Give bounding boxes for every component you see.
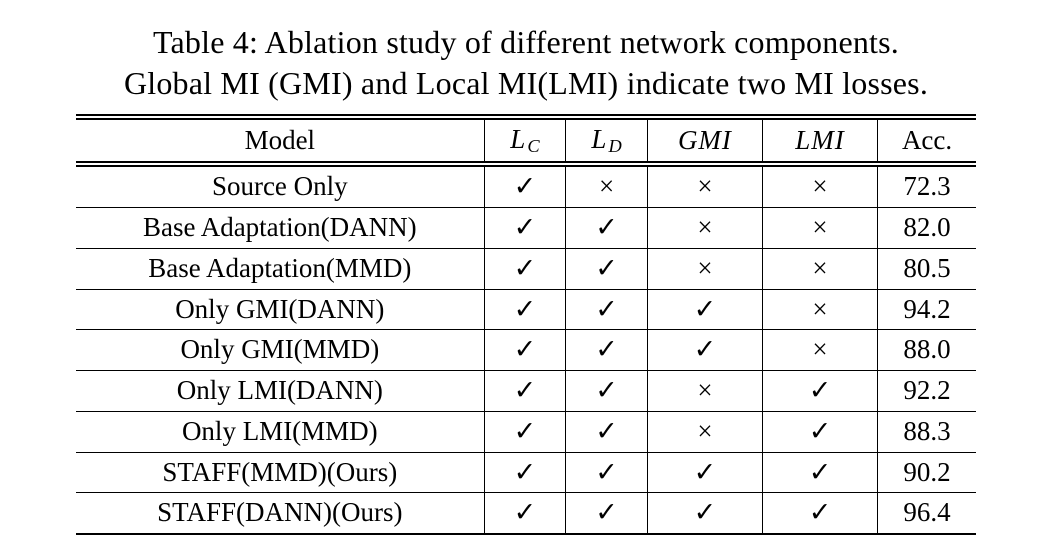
ld-cell: ✓: [565, 370, 648, 412]
table-row: Only GMI(MMD) ✓ ✓ ✓ × 88.0: [76, 329, 976, 371]
ld-cell: ✓: [565, 451, 648, 493]
lc-cell: ✓: [483, 207, 566, 249]
model-cell: STAFF(DANN)(Ours): [76, 492, 485, 535]
table-row: Base Adaptation(DANN) ✓ ✓ × × 82.0: [76, 207, 976, 249]
model-cell: Base Adaptation(MMD): [76, 247, 485, 290]
model-cell: Source Only: [76, 163, 485, 208]
lmi-symbol: LMI: [795, 124, 845, 155]
acc-cell: 90.2: [877, 451, 976, 493]
model-cell: Base Adaptation(DANN): [76, 207, 485, 249]
lmi-cell: ×: [761, 247, 878, 290]
gmi-cell: ×: [646, 370, 763, 412]
lc-cell: ✓: [483, 410, 566, 453]
col-header-gmi: GMI: [646, 116, 763, 168]
header-row: Model LC LD GMI LMI Acc.: [76, 116, 976, 168]
lc-cell: ✓: [483, 288, 566, 330]
ld-subscript: D: [608, 136, 622, 157]
lmi-cell: ✓: [761, 451, 878, 493]
acc-cell: 82.0: [877, 207, 976, 249]
ablation-table: Model LC LD GMI LMI Acc. Source Only ✓ ×…: [76, 113, 976, 536]
table-row: STAFF(MMD)(Ours) ✓ ✓ ✓ ✓ 90.2: [76, 451, 976, 493]
lc-subscript: C: [527, 136, 540, 157]
table-caption: Table 4: Ablation study of different net…: [44, 22, 1009, 104]
ld-cell: ✓: [565, 329, 648, 371]
model-cell: Only LMI(MMD): [76, 410, 485, 453]
acc-cell: 88.3: [877, 410, 976, 453]
gmi-symbol: GMI: [677, 124, 732, 155]
caption-line-2: Global MI (GMI) and Local MI(LMI) indica…: [123, 64, 929, 101]
table-row: Only LMI(MMD) ✓ ✓ × ✓ 88.3: [76, 410, 976, 453]
acc-cell: 72.3: [877, 163, 976, 208]
gmi-cell: ✓: [646, 329, 763, 371]
model-cell: Only LMI(DANN): [76, 370, 485, 412]
lc-cell: ✓: [483, 329, 566, 371]
acc-cell: 96.4: [877, 492, 976, 535]
acc-cell: 80.5: [877, 247, 976, 290]
ld-cell: ✓: [565, 492, 648, 535]
lc-cell: ✓: [483, 492, 566, 535]
lmi-cell: ✓: [761, 370, 878, 412]
table-row: Source Only ✓ × × × 72.3: [76, 163, 976, 208]
gmi-cell: ✓: [646, 492, 763, 535]
col-header-ld: LD: [565, 116, 648, 168]
col-header-model: Model: [76, 116, 485, 168]
gmi-cell: ×: [646, 410, 763, 453]
ld-cell: ×: [565, 163, 648, 208]
acc-cell: 94.2: [877, 288, 976, 330]
lc-cell: ✓: [483, 247, 566, 290]
ld-symbol: L: [591, 123, 608, 154]
table-row: STAFF(DANN)(Ours) ✓ ✓ ✓ ✓ 96.4: [76, 492, 976, 535]
lmi-cell: ✓: [761, 410, 878, 453]
acc-cell: 88.0: [877, 329, 976, 371]
caption-line-1: Table 4: Ablation study of different net…: [153, 24, 899, 60]
lmi-cell: ×: [761, 329, 878, 371]
lc-cell: ✓: [483, 451, 566, 493]
ld-cell: ✓: [565, 247, 648, 290]
lmi-cell: ×: [761, 163, 878, 208]
model-cell: STAFF(MMD)(Ours): [76, 451, 485, 493]
table-row: Only GMI(DANN) ✓ ✓ ✓ × 94.2: [76, 288, 976, 330]
lc-symbol: L: [510, 123, 527, 154]
model-cell: Only GMI(DANN): [76, 288, 485, 330]
col-header-lmi: LMI: [761, 116, 878, 168]
lmi-cell: ✓: [761, 492, 878, 535]
gmi-cell: ×: [646, 163, 763, 208]
ld-cell: ✓: [565, 288, 648, 330]
table-row: Base Adaptation(MMD) ✓ ✓ × × 80.5: [76, 247, 976, 290]
ld-cell: ✓: [565, 410, 648, 453]
col-header-acc: Acc.: [877, 116, 976, 168]
col-header-lc: LC: [483, 116, 566, 168]
lmi-cell: ×: [761, 207, 878, 249]
ld-cell: ✓: [565, 207, 648, 249]
table-row: Only LMI(DANN) ✓ ✓ × ✓ 92.2: [76, 370, 976, 412]
lc-cell: ✓: [483, 163, 566, 208]
lmi-cell: ×: [761, 288, 878, 330]
lc-cell: ✓: [483, 370, 566, 412]
gmi-cell: ×: [646, 247, 763, 290]
model-cell: Only GMI(MMD): [76, 329, 485, 371]
gmi-cell: ✓: [646, 451, 763, 493]
gmi-cell: ×: [646, 207, 763, 249]
acc-cell: 92.2: [877, 370, 976, 412]
gmi-cell: ✓: [646, 288, 763, 330]
